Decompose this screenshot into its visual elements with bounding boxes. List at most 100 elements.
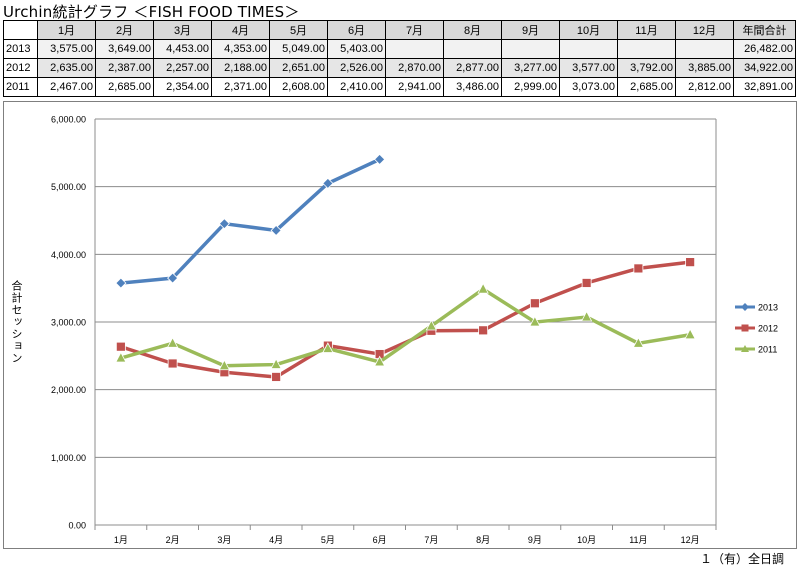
data-point xyxy=(425,319,438,331)
data-point xyxy=(478,325,489,336)
table-cell: 4,453.00 xyxy=(153,39,212,59)
table-cell: 2,812.00 xyxy=(675,77,734,97)
table-cell: 2,635.00 xyxy=(37,58,96,78)
x-tick-label: 11月 xyxy=(629,535,647,545)
data-point xyxy=(115,277,127,289)
data-point xyxy=(271,372,282,382)
table-corner xyxy=(3,20,38,40)
data-point xyxy=(270,358,282,369)
table-cell: 2,999.00 xyxy=(501,77,560,97)
x-tick-label: 10月 xyxy=(577,535,596,545)
legend-marker xyxy=(741,345,749,352)
data-point xyxy=(218,359,231,371)
month-header: 5月 xyxy=(269,20,328,40)
table-cell: 3,885.00 xyxy=(675,58,734,78)
month-header: 4月 xyxy=(211,20,270,40)
data-point xyxy=(581,278,592,288)
x-tick-label: 2月 xyxy=(166,535,180,545)
page-title: Urchin統計グラフ ＜FISH FOOD TIMES＞ xyxy=(3,3,300,21)
table-cell: 3,073.00 xyxy=(559,77,618,97)
data-point xyxy=(684,328,696,340)
x-tick-label: 12月 xyxy=(681,535,700,545)
y-tick-label: 3,000.00 xyxy=(51,318,86,328)
table-cell: 2,467.00 xyxy=(37,77,96,97)
month-header: 1月 xyxy=(37,20,96,40)
table-cell: 2,387.00 xyxy=(95,58,154,78)
series-line xyxy=(119,157,382,285)
x-tick-label: 6月 xyxy=(373,535,387,545)
data-point xyxy=(529,298,540,309)
data-point xyxy=(270,224,282,237)
data-point xyxy=(322,177,334,189)
chart-frame: 0.00 1,000.00 2,000.00 3,000.00 4,000.00 5,00… xyxy=(3,101,797,549)
month-header: 2月 xyxy=(95,20,154,40)
footer-note: １（有）全日調 xyxy=(699,552,784,566)
table-cell: 5,049.00 xyxy=(269,39,328,59)
data-point xyxy=(374,153,386,165)
table-cell xyxy=(443,39,502,59)
x-tick-label: 1月 xyxy=(114,535,128,545)
data-point xyxy=(633,263,644,274)
table-cell: 3,277.00 xyxy=(501,58,560,78)
month-header: 10月 xyxy=(559,20,618,40)
data-point xyxy=(373,355,386,367)
table-cell: 2,608.00 xyxy=(269,77,328,97)
data-point xyxy=(322,342,334,353)
data-point xyxy=(218,218,230,230)
table-cell: 2,685.00 xyxy=(95,77,154,97)
y-tick-label: 2,000.00 xyxy=(51,385,86,395)
data-point xyxy=(167,272,179,284)
x-tick-label: 5月 xyxy=(321,535,335,545)
data-point xyxy=(529,315,541,327)
table-cell: 5,403.00 xyxy=(327,39,386,59)
month-header: 7月 xyxy=(385,20,444,40)
y-tick-label: 5,000.00 xyxy=(51,182,86,192)
table-cell: 2,257.00 xyxy=(153,58,212,78)
series-line xyxy=(119,287,692,368)
legend-marker xyxy=(741,303,749,311)
table-cell xyxy=(501,39,560,59)
data-point xyxy=(477,282,489,294)
row-year: 2011 xyxy=(3,77,38,97)
data-point xyxy=(580,310,593,322)
table-row: 2013 3,575.00 3,649.00 4,453.00 4,353.00 5,04… xyxy=(3,39,796,59)
table-cell: 3,649.00 xyxy=(95,39,154,59)
table-cell: 3,792.00 xyxy=(617,58,676,78)
table-cell xyxy=(675,39,734,59)
table-cell: 2,651.00 xyxy=(269,58,328,78)
table-cell: 2,685.00 xyxy=(617,77,676,97)
table-cell: 2,941.00 xyxy=(385,77,444,97)
month-header: 9月 xyxy=(501,20,560,40)
x-tick-label: 9月 xyxy=(528,535,542,545)
x-tick-label: 8月 xyxy=(476,535,490,545)
row-total: 26,482.00 xyxy=(733,39,796,59)
row-total: 32,891.00 xyxy=(733,77,796,97)
row-year: 2012 xyxy=(3,58,38,78)
table-cell: 3,577.00 xyxy=(559,58,618,78)
table-cell: 2,371.00 xyxy=(211,77,270,97)
month-header: 12月 xyxy=(675,20,734,40)
month-header: 8月 xyxy=(443,20,502,40)
data-point xyxy=(685,257,696,268)
y-tick-label: 0.00 xyxy=(68,521,86,531)
month-header: 6月 xyxy=(327,20,386,40)
table-cell: 4,353.00 xyxy=(211,39,270,59)
legend-label: 2011 xyxy=(758,345,777,355)
legend-marker xyxy=(741,324,749,332)
table-cell xyxy=(559,39,618,59)
y-tick-label: 4,000.00 xyxy=(51,250,86,260)
table-cell xyxy=(385,39,444,59)
legend-label: 2013 xyxy=(758,303,778,313)
data-point xyxy=(115,351,127,363)
data-point xyxy=(632,336,645,348)
table-cell: 2,410.00 xyxy=(327,77,386,97)
month-header: 3月 xyxy=(153,20,212,40)
row-year: 2013 xyxy=(3,39,38,59)
table-row: 2011 2,467.00 2,685.00 2,354.00 2,371.00 2,60… xyxy=(3,77,796,97)
table-cell: 3,575.00 xyxy=(37,39,96,59)
x-tick-label: 3月 xyxy=(217,535,231,545)
table-cell: 2,526.00 xyxy=(327,58,386,78)
total-header: 年間合計 xyxy=(733,20,796,40)
line-chart: 0.00 1,000.00 2,000.00 3,000.00 4,000.00 5,00… xyxy=(10,115,778,546)
table-cell: 3,486.00 xyxy=(443,77,502,97)
